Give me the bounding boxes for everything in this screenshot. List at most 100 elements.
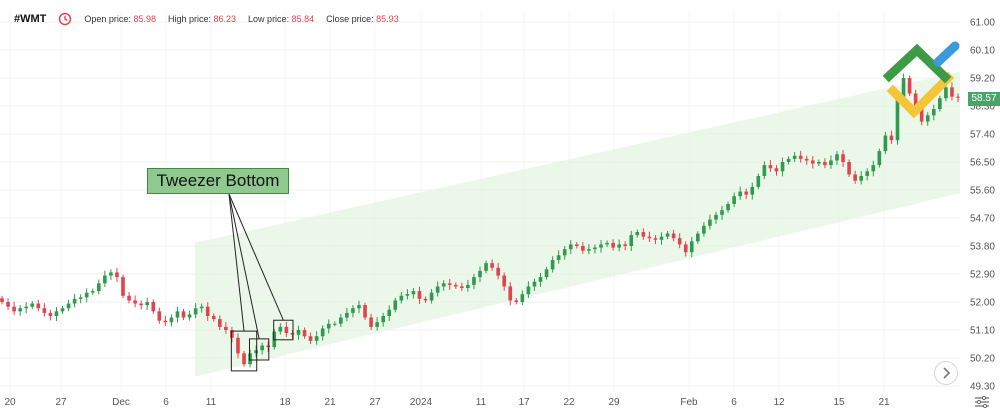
candle [66, 299, 71, 312]
candle [42, 303, 47, 317]
x-tick-label: 22 [563, 397, 575, 408]
candle [278, 323, 283, 335]
x-tick-label: 27 [369, 397, 381, 408]
candle [369, 313, 373, 330]
candle [381, 312, 386, 327]
tweezer-pointer [228, 193, 284, 321]
candle [133, 295, 137, 308]
candle [750, 182, 755, 200]
candle [121, 274, 125, 299]
x-tick-label: 17 [518, 397, 530, 408]
candle [127, 292, 131, 304]
x-tick-label: 20 [4, 397, 16, 408]
candle [109, 269, 113, 280]
candle [841, 149, 845, 167]
candle [84, 288, 89, 303]
candle [587, 244, 591, 255]
candle [956, 93, 960, 102]
candle [411, 288, 416, 299]
candle [90, 288, 95, 296]
candle [441, 280, 446, 291]
candle [193, 303, 198, 319]
candle [230, 326, 234, 343]
candle [393, 297, 398, 313]
candle [514, 297, 519, 305]
candle [453, 282, 458, 289]
candle [284, 321, 289, 337]
candle [526, 281, 531, 298]
x-tick-label: 27 [55, 397, 67, 408]
candle [502, 272, 507, 291]
candle [460, 282, 464, 292]
candle [720, 205, 724, 220]
candle [780, 157, 785, 177]
candle [326, 319, 331, 334]
candle [302, 327, 307, 339]
candle [435, 281, 440, 297]
y-tick-label: 57.40 [970, 130, 995, 141]
candle [804, 155, 809, 165]
candle [925, 112, 930, 126]
candle [562, 246, 567, 260]
candle [472, 274, 476, 290]
candle [738, 186, 742, 200]
candle [54, 306, 59, 321]
candle [847, 159, 851, 177]
x-axis-ticks: 20 27 Dec 6 11 18 21 27 2024 11 17 22 29 Feb 6 12 15 21 [4, 397, 890, 408]
candle [72, 293, 77, 308]
clock-alert-icon[interactable] [58, 12, 72, 26]
candle [593, 244, 597, 254]
y-tick-label: 53.80 [970, 242, 995, 253]
last-price-tag: 58.57 [968, 92, 1000, 106]
sliders-icon[interactable] [974, 396, 990, 408]
candle [889, 130, 894, 144]
candle [629, 230, 634, 251]
candle [647, 231, 652, 242]
close-price: Close price: 85.93 [326, 14, 399, 24]
x-tick-label: 29 [608, 397, 620, 408]
candle [242, 350, 246, 367]
candle [218, 315, 222, 330]
chevron-right-icon [943, 367, 951, 379]
candle [175, 306, 180, 323]
x-tick-label: 18 [279, 397, 291, 408]
candle [944, 83, 948, 102]
candle [726, 201, 730, 213]
candle [877, 148, 882, 168]
candle [605, 240, 609, 247]
candle [351, 305, 355, 318]
candle [447, 278, 452, 290]
x-tick-label: 21 [324, 397, 336, 408]
candle [907, 75, 912, 97]
candle [568, 240, 573, 255]
candle [508, 282, 513, 306]
candle [883, 131, 888, 155]
candle [248, 349, 252, 368]
scroll-right-button[interactable] [934, 361, 958, 385]
candle [496, 262, 500, 280]
candle [417, 286, 422, 304]
candle [78, 294, 83, 304]
candle [399, 292, 404, 304]
candle [617, 239, 621, 252]
candle [635, 229, 640, 238]
candle [574, 241, 579, 249]
open-price: Open price: 85.98 [84, 14, 156, 24]
candle [653, 235, 658, 245]
tweezer-bottom-label: Tweezer Bottom [147, 168, 289, 194]
candle [357, 300, 361, 314]
y-tick-label: 52.00 [970, 298, 995, 309]
candle [702, 222, 706, 237]
candle [798, 150, 803, 163]
candle [599, 240, 603, 253]
candle [96, 279, 101, 295]
candle [24, 302, 29, 314]
candle [671, 229, 676, 242]
candle [6, 298, 10, 310]
y-tick-label: 61.00 [970, 18, 995, 29]
candle [199, 303, 204, 313]
candle [169, 314, 174, 327]
x-tick-label: 11 [476, 397, 487, 408]
candle [163, 315, 168, 326]
candle [36, 299, 41, 312]
